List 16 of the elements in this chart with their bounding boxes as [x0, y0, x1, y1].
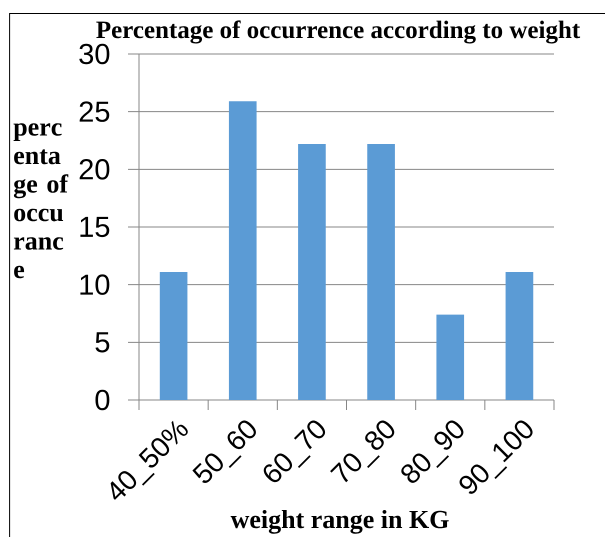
y-tick-label: 25: [80, 101, 110, 122]
bar: [367, 144, 395, 400]
y-tick-label: 0: [95, 390, 110, 410]
bar: [160, 272, 188, 400]
y-tick-label: 5: [96, 332, 110, 352]
y-tick-label: 10: [80, 274, 110, 295]
bar: [228, 101, 257, 400]
x-axis-title: weight range in KG: [230, 510, 449, 534]
chart-title: Percentage of occurrence according to weight: [96, 20, 580, 44]
y-tick-label: 30: [79, 44, 110, 64]
y-axis-title: percentage of occurance: [14, 123, 68, 278]
bar: [298, 144, 326, 400]
y-tick-label: 15: [80, 216, 110, 238]
bar: [506, 272, 534, 400]
bar: [436, 314, 464, 400]
y-tick-label: 20: [80, 159, 110, 180]
